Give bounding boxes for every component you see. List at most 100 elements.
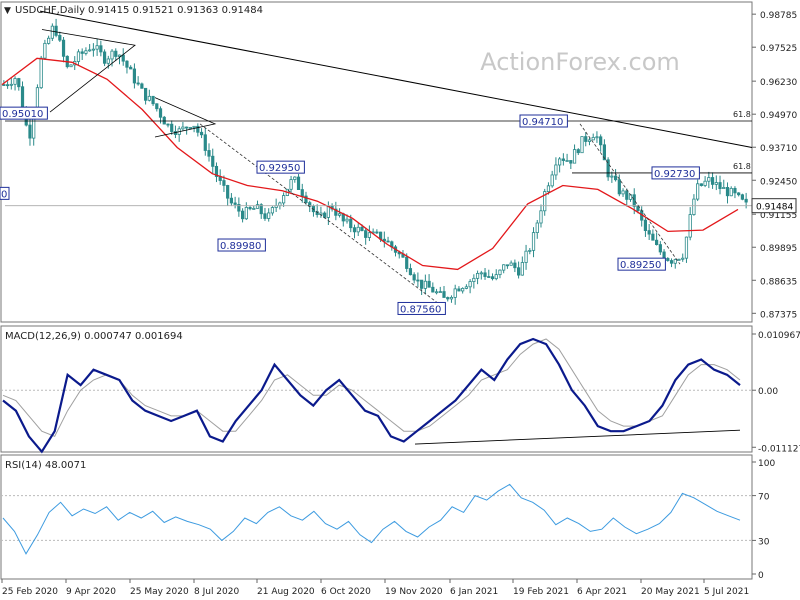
candle-body [505,264,510,267]
candle-body [255,204,260,209]
date-tick-label: 25 Feb 2020 [2,587,58,597]
date-tick-label: 8 Jul 2020 [194,587,239,597]
candle-body [714,182,718,185]
candle-body [710,177,715,185]
candle-body [185,126,189,129]
candle-body [599,136,603,146]
candle-body [688,214,692,238]
candle-body [453,288,457,298]
candle-body [662,251,666,259]
moving-average-line [1,57,739,271]
candle-body [543,191,547,212]
marker-box [397,301,446,315]
candle-body [703,180,707,186]
candle-body [386,240,390,243]
candle-body [457,288,461,292]
candle-body [244,207,248,220]
dashed-trendline [199,123,446,309]
candle-body [658,244,662,253]
candle-body [356,226,360,233]
candle-body [54,25,58,36]
candle-body [442,291,446,298]
candle-body [323,212,327,218]
candle-body [166,123,170,126]
price-markers: 0.95010 0.92950 0.89980 0.87560 0.94710 0.927… [0,106,797,315]
candle-body [740,194,745,200]
marker-label: 0.94710 [522,117,563,128]
candle-body [117,54,122,57]
candle-body [461,288,465,292]
candle-body [561,158,565,161]
badge-box [751,198,797,214]
candle-body [472,277,476,282]
candle-body [587,139,592,142]
date-tick-label: 19 Nov 2020 [385,587,443,597]
candle-body [296,176,301,190]
watermark: ActionForex.com [480,48,680,76]
candle-body [718,182,722,190]
candle-body [591,137,595,141]
candle-body [737,192,741,196]
candle-body [69,64,73,68]
candle-body [300,189,304,197]
candle-body [576,149,580,154]
macd-panel-frame [0,325,753,453]
candle-body [28,124,32,139]
candle-body [360,226,364,232]
candle-body [423,280,427,289]
candle-body [572,149,577,164]
marker-box [617,257,666,271]
candle-body [147,95,151,101]
candle-body [416,279,420,282]
rsi-line [2,483,741,555]
candle-body [252,207,256,210]
price-tick-label: 0.98785 [760,11,797,21]
marker-label: 0.89250 [620,260,661,271]
rsi-panel-frame [0,454,753,580]
candle-body [434,291,439,294]
candle-body [91,48,95,51]
candle-body [617,179,621,195]
marker-label: 0 [1,189,7,200]
candle-body [449,296,454,300]
candle-body [479,272,483,275]
candle-body [412,274,416,281]
candle-body [468,281,472,288]
candle-body [520,262,524,276]
candle-body [408,268,413,276]
candle-body [345,218,349,222]
candle-body [144,87,148,101]
candle-body [293,176,297,180]
candle-body [136,82,140,85]
candle-body [427,280,431,288]
candle-body [643,219,648,231]
fib-label: 61.8 [733,110,751,119]
candle-body [226,185,230,199]
marker-box [651,166,700,180]
candle-body [606,159,610,178]
candle-body [625,190,629,200]
price-marker: 0.95010 [0,106,48,120]
candle-body [125,60,129,68]
triangle-pattern [41,29,136,113]
marker-box [217,238,266,252]
date-axis: 25 Feb 2020 9 Apr 2020 25 May 2020 8 Jul 20… [1,579,749,597]
candle-body [304,195,308,203]
date-tick-label: 6 Apr 2021 [577,587,627,597]
marker-box [0,186,10,200]
fib-label: 61.8 [733,162,751,171]
candle-body [420,279,424,289]
candle-body [282,195,286,204]
candle-body [364,230,368,238]
chart-ohlc: 0.91415 0.91521 0.91363 0.91484 [88,5,263,16]
candle-body [229,197,233,204]
candle-body [2,84,6,86]
chart-symbol-title: USDCHF,Daily [15,5,85,16]
candle-body [487,276,491,278]
candle-body [259,204,263,215]
candle-body [636,205,640,212]
candle-body [584,136,588,142]
date-tick-label: 5 Jul 2021 [704,587,749,597]
candle-body [207,150,211,157]
